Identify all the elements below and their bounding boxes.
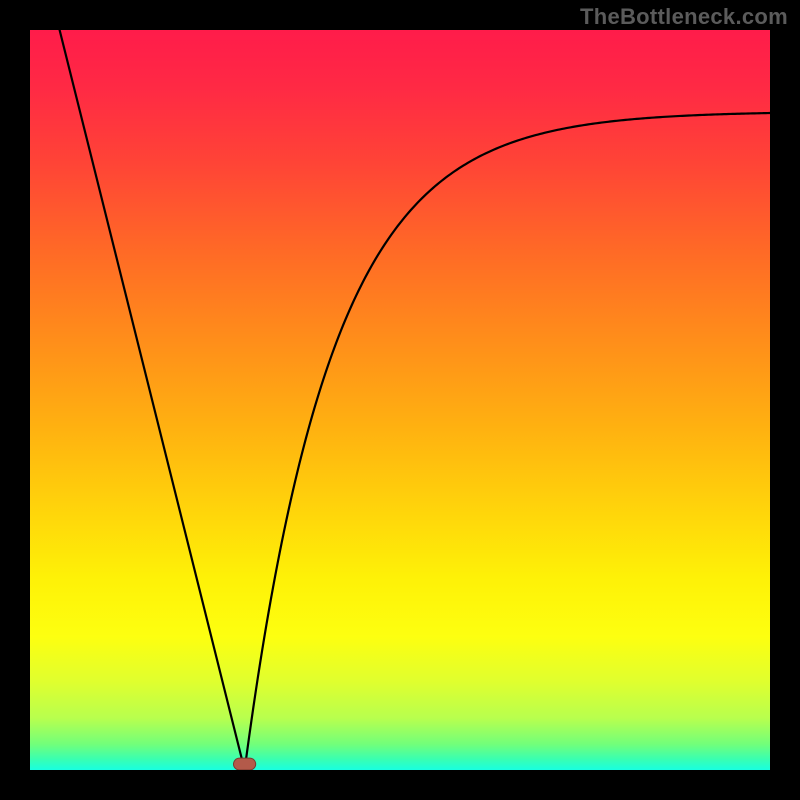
minimum-marker — [234, 758, 256, 770]
chart-area — [30, 30, 770, 770]
bottleneck-curve-chart — [30, 30, 770, 770]
chart-background — [30, 30, 770, 770]
attribution-text: TheBottleneck.com — [580, 4, 788, 30]
